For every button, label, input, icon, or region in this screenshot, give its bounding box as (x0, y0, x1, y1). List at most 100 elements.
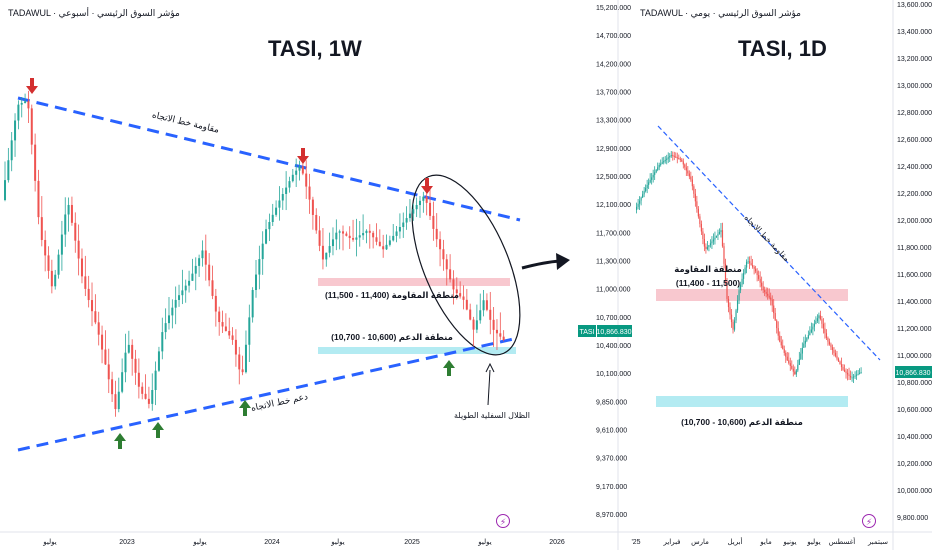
candle-body (154, 370, 157, 390)
right-y-tick-label: 11,800.000 (897, 245, 932, 252)
candle-body (355, 237, 358, 240)
candle-body (794, 371, 796, 375)
candle-body (809, 332, 811, 336)
candle-body (452, 279, 455, 290)
left-x-tick-label: 2023 (119, 539, 135, 546)
candle-body (268, 222, 271, 230)
candle-body (27, 101, 30, 109)
left-x-tick-label: 2026 (549, 539, 565, 546)
right-resistance-line-label: مقاومة خط الاتجاه (742, 213, 791, 263)
candle-body (654, 172, 656, 175)
candle-body (694, 193, 696, 202)
candle-body (375, 237, 378, 242)
candle-body (201, 250, 204, 259)
candle-body (54, 274, 57, 287)
candle-body (291, 174, 294, 182)
candle-body (729, 307, 731, 315)
candle-body (657, 167, 659, 170)
candle-body (798, 359, 800, 365)
right-resistance-zone-title: منطقة المقاومة (674, 264, 741, 275)
candle-body (378, 241, 381, 247)
candle-body (469, 309, 472, 320)
candle-body (749, 261, 751, 264)
candle-body (810, 329, 812, 333)
candle-body (134, 358, 137, 373)
candle-body (660, 163, 662, 165)
candle-body (681, 159, 683, 162)
right-resistance-zone (656, 289, 848, 301)
right-chart-title: TASI, 1D (738, 36, 827, 61)
candle-body (724, 263, 727, 282)
candle-body (700, 223, 702, 232)
right-x-tick-label: يونيو (782, 539, 796, 546)
candle-body (669, 156, 671, 158)
candle-body (735, 310, 737, 321)
right-resistance-zone-range: (11,400 - 11,500) (676, 278, 740, 288)
left-x-tick-label: يوليو (42, 539, 56, 546)
candle-body (372, 232, 375, 238)
candle-body (345, 233, 348, 236)
candle-body (171, 307, 174, 316)
candle-body (365, 230, 368, 234)
candle-body (762, 286, 764, 291)
candle-body (181, 290, 184, 296)
candle-body (834, 352, 837, 356)
candle-body (795, 370, 797, 375)
candle-body (7, 160, 10, 181)
candle-body (783, 349, 785, 353)
candle-body (412, 209, 415, 214)
left-lightning-badge-icon[interactable]: ⚡ (496, 514, 510, 528)
candle-body (767, 293, 769, 296)
right-lightning-badge-icon[interactable]: ⚡ (862, 514, 876, 528)
candle-body (764, 290, 766, 292)
candle-body (331, 239, 334, 247)
candle-body (825, 333, 828, 338)
candle-body (848, 374, 850, 376)
mid-symbol-tag: TASI (579, 329, 594, 336)
candle-body (408, 213, 411, 219)
right-y-tick-label: 10,600.000 (897, 407, 932, 414)
candle-body (124, 352, 127, 373)
right-y-tick-label: 13,600.000 (897, 2, 932, 9)
left-y-tick-label: 13,300.000 (596, 118, 631, 125)
right-y-tick-label: 12,800.000 (897, 110, 932, 117)
right-y-tick-label: 12,600.000 (897, 137, 932, 144)
left-resistance-zone-label: منطقة المقاومة (11,400 - 11,500) (325, 290, 459, 301)
candle-body (335, 232, 338, 240)
left-y-tick-label: 9,370.000 (596, 456, 627, 463)
candle-body (275, 207, 278, 215)
candle-body (830, 344, 832, 348)
candle-body (395, 231, 398, 236)
candle-body (852, 376, 855, 378)
candle-body (131, 344, 134, 359)
candle-body (682, 161, 684, 165)
candle-body (646, 184, 648, 189)
down-arrow-icon (26, 78, 433, 194)
left-y-tick-label: 9,610.000 (596, 428, 627, 435)
candle-body (151, 390, 154, 404)
candle-body (831, 347, 834, 351)
candle-body (755, 268, 757, 272)
candle-body (442, 249, 445, 260)
candle-body (137, 372, 140, 387)
candle-body (684, 164, 686, 168)
left-candles (4, 90, 505, 417)
candle-body (147, 398, 150, 404)
left-support-zone-label: منطقة الدعم (10,600 - 10,700) (331, 332, 453, 342)
candle-body (782, 345, 784, 350)
candle-body (418, 200, 421, 206)
candle-body (44, 239, 47, 256)
candle-body (94, 311, 97, 323)
candle-body (161, 332, 164, 352)
left-y-tick-label: 10,100.000 (596, 371, 631, 378)
right-support-zone (656, 396, 848, 407)
transition-arrow-head (556, 253, 570, 270)
candle-body (325, 252, 328, 260)
left-support-zone (318, 347, 516, 354)
candle-body (744, 267, 746, 274)
left-chart-header: TADAWUL · مؤشر السوق الرئيسي · أسبوعي (8, 8, 180, 18)
candle-body (721, 230, 724, 247)
left-y-tick-label: 9,170.000 (596, 484, 627, 491)
candle-body (278, 200, 281, 208)
candle-body (791, 365, 793, 369)
